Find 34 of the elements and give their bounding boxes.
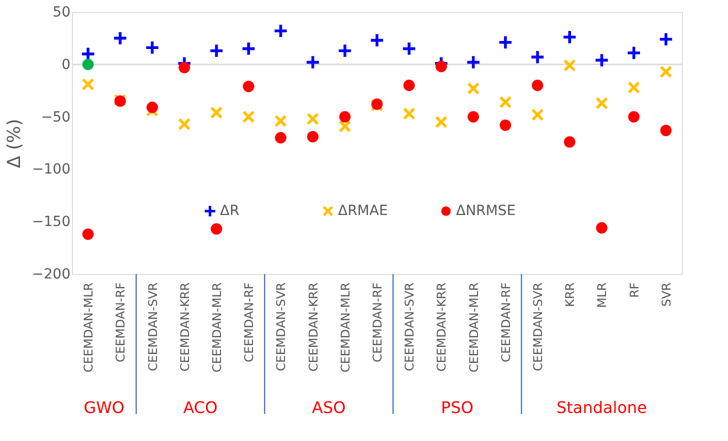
x-tick-label: KRR <box>563 282 578 308</box>
y-tick-label: −100 <box>32 162 70 178</box>
x-tick-label: CEEMDAN-SVR <box>402 282 417 372</box>
text: Standalone <box>556 398 648 417</box>
x-tick-label: CEEMDAN-SVR <box>531 282 546 372</box>
x-tick-label: CEEMDAN-SVR <box>146 282 160 372</box>
x-tick-label: CEEMDAN-RF <box>242 282 256 362</box>
x-tick-label: CEEMDAN-SVR <box>274 282 288 372</box>
x-tick-label: CEEMDAN-KRR <box>306 282 320 372</box>
x-tick-label: CEEMDAN-RF <box>498 282 513 362</box>
y-tick-label: −150 <box>32 214 70 230</box>
x-tick-label: CEEMDAN-KRR <box>434 282 449 372</box>
x-tick-label: CEEMDAN-MLR <box>338 282 352 372</box>
x-tick-label: CEEMDAN-MLR <box>210 282 224 372</box>
x-tick-label: CEEMDAN-KRR <box>178 282 192 372</box>
x-tick-label: RF <box>627 282 642 298</box>
y-tick-label: 50 <box>52 4 70 20</box>
text: GWO <box>84 398 125 417</box>
y-tick-label: 0 <box>62 56 70 73</box>
y-tick-label: −50 <box>40 109 70 126</box>
legend-label: ΔNRMSE <box>456 203 516 220</box>
x-tick-label: CEEMDAN-MLR <box>82 282 96 372</box>
x-tick-label: CEEMDAN-RF <box>114 282 128 362</box>
legend-label: ΔR <box>220 203 240 220</box>
x-tick-label: CEEMDAN-MLR <box>466 282 481 372</box>
x-tick-label: CEEMDAN-RF <box>370 282 384 362</box>
x-tick-label: SVR <box>659 282 674 307</box>
x-tick-label: MLR <box>595 282 610 308</box>
legend-label: ΔRMAE <box>338 203 388 220</box>
y-axis-title: Δ (%) <box>4 118 26 168</box>
text: PSO <box>441 398 474 417</box>
text: ACO <box>183 398 218 417</box>
y-tick-label: −200 <box>32 266 70 282</box>
text: ASO <box>312 398 346 417</box>
